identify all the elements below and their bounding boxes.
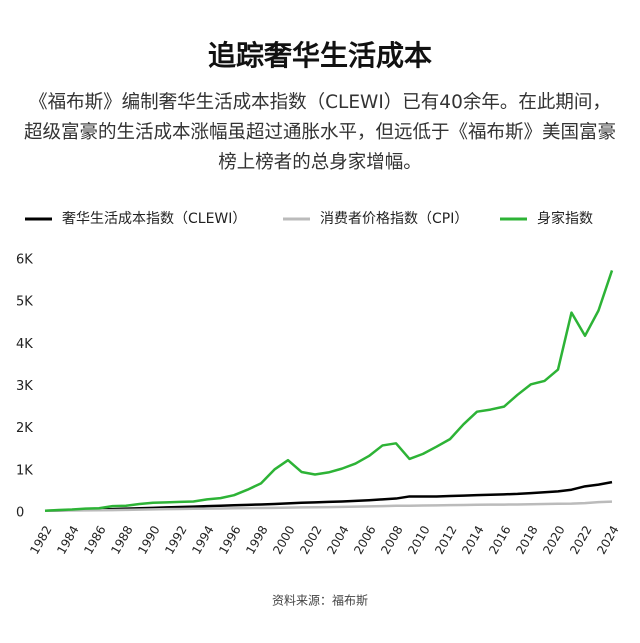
legend-label: 消费者价格指数（CPI） xyxy=(320,211,468,227)
x-tick-label: 1984 xyxy=(54,523,81,556)
chart-title: 追踪奢华生活成本 xyxy=(207,39,432,72)
series-line xyxy=(44,480,613,513)
x-tick-label: 2022 xyxy=(567,523,594,556)
x-tick-label: 2012 xyxy=(432,523,459,556)
y-tick-label: 5K xyxy=(16,295,33,310)
chart-subtitle: 《福布斯》编制奢华生活成本指数（CLEWI）已有40余年。在此期间，超级富豪的生… xyxy=(23,92,616,173)
x-tick-label: 2018 xyxy=(513,523,540,556)
x-tick-label: 2004 xyxy=(324,523,351,556)
x-tick-label: 1994 xyxy=(189,523,216,556)
series-line xyxy=(44,270,614,513)
x-tick-label: 2014 xyxy=(459,523,486,556)
x-tick-label: 2006 xyxy=(351,523,378,556)
x-tick-label: 1992 xyxy=(162,523,189,556)
y-tick-label: 0 xyxy=(16,506,24,521)
y-tick-label: 6K xyxy=(16,253,33,268)
y-tick-label: 2K xyxy=(16,421,33,436)
y-tick-label: 4K xyxy=(16,337,33,352)
x-tick-label: 1996 xyxy=(216,523,243,556)
x-tick-label: 2024 xyxy=(594,523,621,556)
x-tick-label: 2000 xyxy=(270,523,297,556)
x-tick-label: 2010 xyxy=(405,523,432,556)
series-line xyxy=(44,500,613,513)
y-tick-label: 3K xyxy=(16,379,33,394)
x-tick-label: 1990 xyxy=(135,523,162,556)
legend-label: 身家指数 xyxy=(537,210,593,227)
x-tick-label: 1982 xyxy=(27,523,54,556)
x-tick-label: 2020 xyxy=(540,523,567,556)
x-tick-label: 2002 xyxy=(297,523,324,556)
x-tick-label: 2016 xyxy=(486,523,513,556)
x-tick-label: 1998 xyxy=(243,523,270,556)
x-tick-label: 1986 xyxy=(81,523,108,556)
x-tick-label: 1988 xyxy=(108,523,135,556)
y-tick-label: 1K xyxy=(16,463,33,478)
source: 资料来源：福布斯 xyxy=(272,593,368,608)
x-tick-label: 2008 xyxy=(378,523,405,556)
legend-label: 奢华生活成本指数（CLEWI） xyxy=(62,211,246,227)
